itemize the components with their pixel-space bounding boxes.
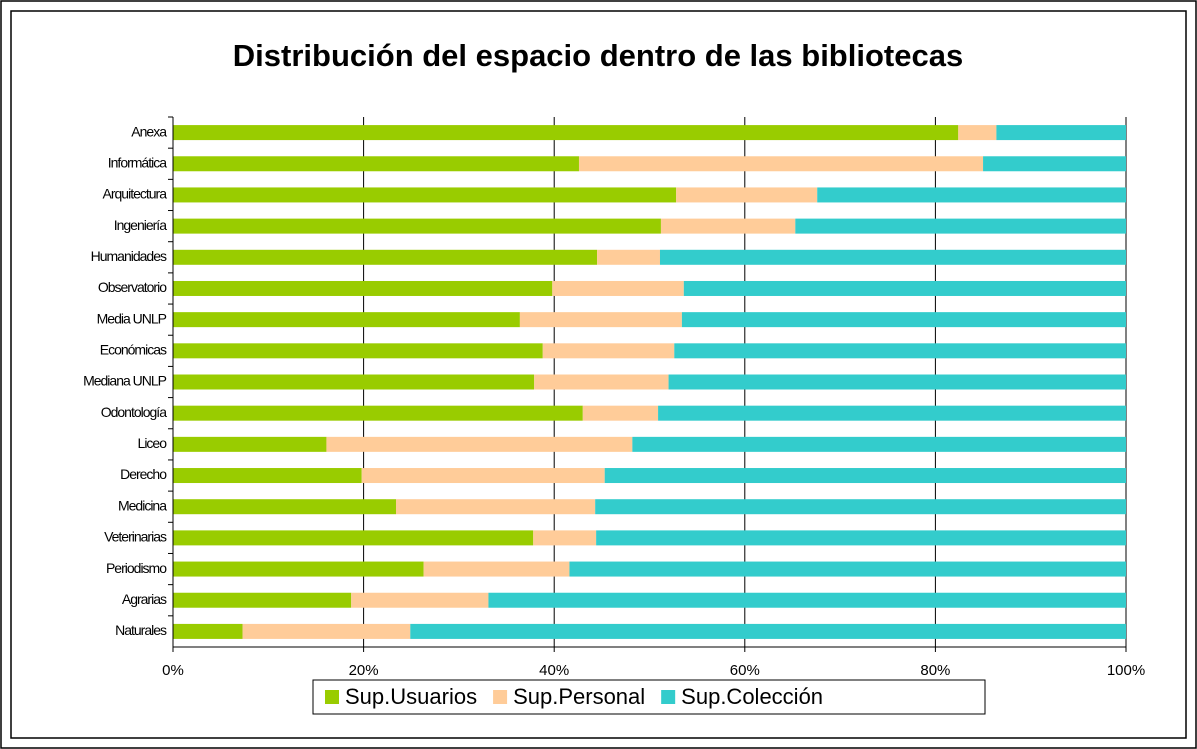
y-tick-label: Liceo (138, 435, 168, 451)
y-tick-label: Naturales (115, 622, 167, 638)
bar-segment (596, 530, 1126, 546)
x-tick-label: 40% (539, 662, 569, 679)
x-tick-label: 80% (920, 662, 950, 679)
bar-segment (658, 405, 1126, 421)
bar-segment (659, 249, 1126, 265)
legend-swatch (325, 690, 339, 704)
legend-label: Sup.Colección (681, 684, 823, 709)
legend-label: Sup.Personal (513, 684, 645, 709)
bar-segment (519, 312, 682, 328)
bar-segment (173, 530, 534, 546)
y-tick-label: Media UNLP (97, 310, 167, 326)
bar-segment (552, 280, 684, 296)
bar-segment (173, 499, 397, 515)
bar-segment (242, 623, 411, 639)
bar-segment (173, 312, 520, 328)
bar-segment (676, 187, 818, 203)
bar-segment (582, 405, 659, 421)
bar-segment (569, 561, 1126, 577)
bar-segment (351, 592, 489, 608)
bar-segment (660, 218, 796, 234)
x-tick-label: 60% (730, 662, 760, 679)
x-tick-label: 0% (162, 662, 184, 679)
bar-segment (597, 249, 660, 265)
bar-segment (534, 374, 669, 390)
bar-segment (674, 343, 1126, 359)
bar-segment (173, 218, 661, 234)
bar-segment (578, 156, 984, 172)
bar-segment (983, 156, 1126, 172)
y-tick-label: Derecho (120, 466, 167, 482)
bar-segment (173, 436, 327, 452)
legend-swatch (661, 690, 676, 704)
bar-segment (958, 125, 997, 141)
bar-segment (423, 561, 570, 577)
bar-segment (173, 187, 677, 203)
y-tick-label: Económicas (100, 342, 167, 358)
bar-segment (604, 468, 1126, 484)
y-tick-label: Veterinarias (104, 529, 167, 545)
bar-segment (533, 530, 597, 546)
bar-segment (173, 280, 553, 296)
y-tick-label: Informática (108, 154, 167, 170)
bar-segment (173, 405, 583, 421)
y-tick-label: Observatorio (98, 279, 167, 295)
bar-segment (683, 280, 1126, 296)
y-tick-label: Mediana UNLP (83, 373, 167, 389)
bar-segment (173, 249, 598, 265)
y-tick-label: Anexa (131, 123, 167, 139)
x-tick-label: 100% (1107, 662, 1145, 679)
bar-segment (361, 468, 605, 484)
bar-segment (173, 343, 543, 359)
bar-segment (542, 343, 675, 359)
bar-segment (410, 623, 1126, 639)
y-tick-label: Ingeniería (114, 217, 167, 233)
chart-title: Distribución del espacio dentro de las b… (233, 38, 963, 73)
legend-swatch (493, 690, 508, 704)
bar-segment (817, 187, 1126, 203)
x-tick-label: 20% (349, 662, 379, 679)
y-tick-label: Humanidades (91, 248, 167, 264)
bar-segment (632, 436, 1126, 452)
bar-segment (396, 499, 596, 515)
y-tick-label: Arquitectura (103, 186, 168, 202)
y-tick-label: Periodismo (106, 560, 167, 576)
y-tick-label: Odontología (101, 404, 167, 420)
bar-segment (681, 312, 1126, 328)
bar-segment (795, 218, 1126, 234)
legend (312, 679, 986, 715)
y-tick-label: Medicina (118, 497, 167, 513)
bar-segment (173, 374, 535, 390)
bar-segment (173, 592, 352, 608)
y-tick-label: Agrarias (122, 591, 167, 607)
bar-segment (173, 125, 959, 141)
bar-segment (996, 125, 1126, 141)
bar-segment (326, 436, 633, 452)
bar-segment (488, 592, 1126, 608)
bar-segment (173, 156, 579, 172)
bar-segment (173, 468, 362, 484)
legend-label: Sup.Usuarios (345, 684, 477, 709)
bar-segment (668, 374, 1126, 390)
bar-segment (173, 561, 424, 577)
bar-segment (173, 623, 243, 639)
bar-segment (595, 499, 1126, 515)
